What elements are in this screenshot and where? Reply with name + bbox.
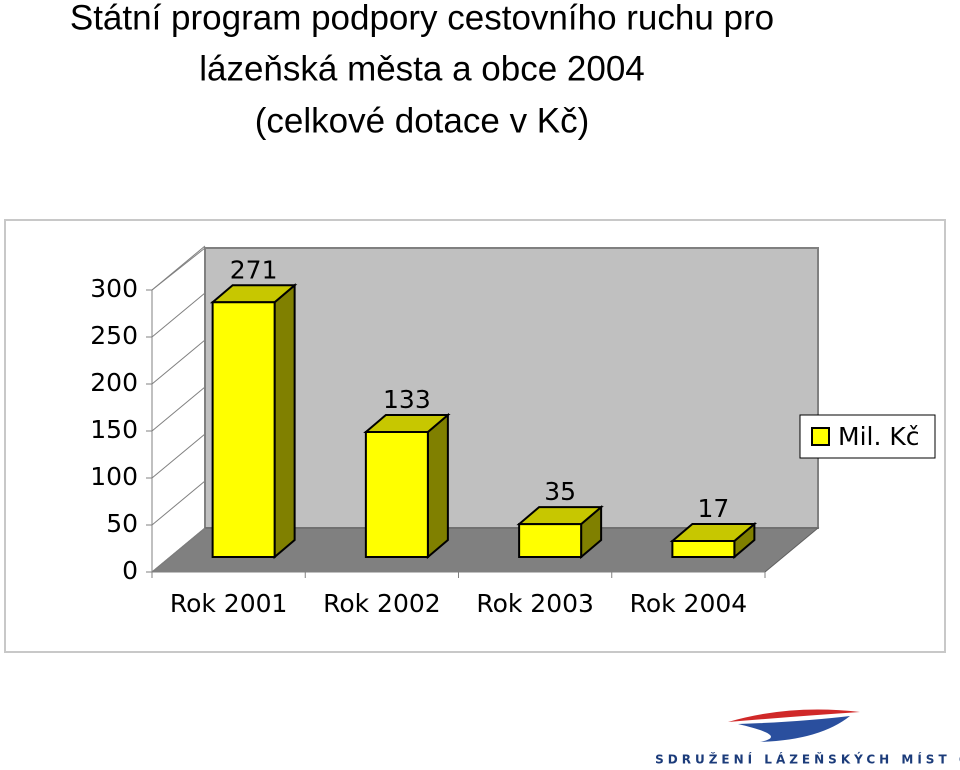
logo-swoosh [728,709,860,722]
title-line: lázeňská města a obce 2004 [199,49,645,88]
bar-side [426,412,449,560]
y-tick-label: 150 [90,415,138,444]
bar [516,504,604,560]
x-tick-label: Rok 2004 [630,589,748,618]
x-tick-label: Rok 2003 [476,589,594,618]
legend-label: Mil. Kč [838,422,920,451]
y-tick-label: 200 [90,368,138,397]
y-tick-label: 0 [122,556,138,585]
grid-line [151,480,206,526]
bar-front [364,430,429,558]
bar-front [671,540,736,558]
data-label: 17 [697,494,729,523]
bar [363,412,451,560]
y-tick-label: 250 [90,321,138,350]
bar-side [273,283,296,560]
back-wall [204,247,819,529]
grid-line [151,433,206,479]
x-tick-label: Rok 2002 [323,589,441,618]
side-wall [151,246,206,574]
bar-front [211,301,276,558]
grid-line [151,339,206,385]
y-tick-label: 300 [90,274,138,303]
bar-front [518,523,583,558]
logo-swoosh [738,716,850,742]
data-label: 35 [544,477,576,506]
legend-swatch [811,427,830,446]
bar [209,283,298,560]
grid-line [151,527,206,573]
data-label: 133 [383,385,431,414]
y-tick-label: 100 [90,462,138,491]
bar [669,521,758,560]
grid-line [151,386,206,432]
title-line: Státní program podpory cestovního ruchu … [70,0,774,37]
y-tick-label: 50 [106,509,138,538]
logo: SDRUŽENÍ LÁZEŇSKÝCH MÍST ČR [655,709,960,767]
data-label: 271 [230,255,278,284]
grid-line [151,245,206,291]
logo-text: SDRUŽENÍ LÁZEŇSKÝCH MÍST ČR [655,752,960,767]
x-tick-label: Rok 2001 [170,589,288,618]
title-line: (celkové dotace v Kč) [255,101,590,140]
grid-line [151,292,206,338]
